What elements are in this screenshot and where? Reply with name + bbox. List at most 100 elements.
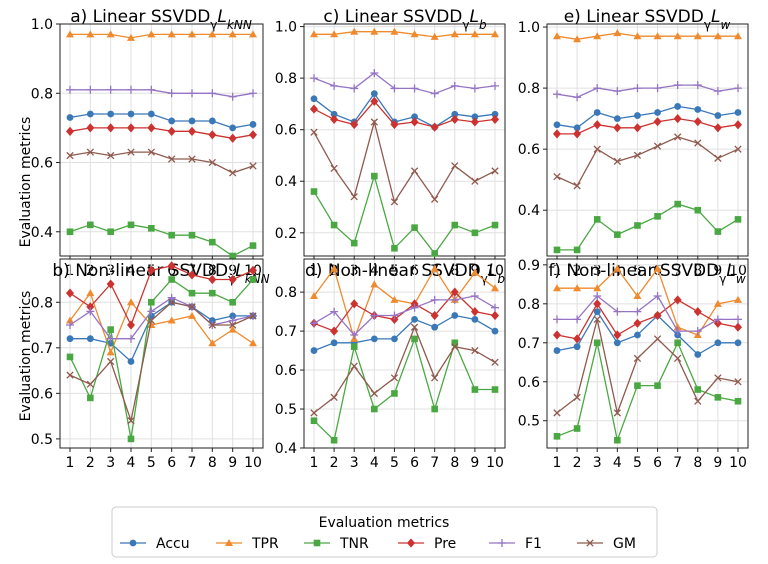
data-point-tnr xyxy=(573,246,581,254)
data-point-gm xyxy=(350,193,358,201)
legend: Evaluation metrics Accu TPR TNR Pre F1 GM xyxy=(111,506,658,558)
data-point-tnr xyxy=(674,339,681,347)
data-point-f1 xyxy=(491,81,499,90)
data-point-gm xyxy=(633,354,642,363)
data-point-f1 xyxy=(66,85,74,94)
data-point-tpr xyxy=(450,30,459,38)
data-point-pre xyxy=(106,123,115,133)
x-tick-label: 7 xyxy=(673,455,682,471)
data-point-tpr xyxy=(390,295,399,303)
data-point-tnr xyxy=(714,394,722,401)
data-point-f1 xyxy=(106,334,115,343)
chart-panels: 0.40.60.81.012345678910a) Linear SSVDDγL… xyxy=(31,7,749,471)
data-point-tnr xyxy=(310,188,318,195)
data-point-tpr xyxy=(573,35,582,43)
data-point-tpr xyxy=(228,325,237,333)
data-point-tnr xyxy=(87,394,94,402)
y-axis-label-bottom: Evaluation metrics xyxy=(18,291,34,422)
data-point-accu xyxy=(674,103,682,110)
data-point-accu xyxy=(310,347,318,354)
data-point-gm xyxy=(330,393,338,401)
data-point-pre xyxy=(350,299,359,309)
data-point-pre xyxy=(86,302,95,312)
series-line-tnr xyxy=(313,173,496,255)
data-point-accu xyxy=(431,323,439,331)
data-point-pre xyxy=(430,122,439,132)
y-tick-label: 0.9 xyxy=(518,258,540,274)
data-point-accu xyxy=(86,335,94,343)
data-point-gm xyxy=(310,409,318,417)
data-point-tnr xyxy=(127,435,135,443)
data-point-gm xyxy=(229,321,237,329)
data-point-tnr xyxy=(674,200,681,208)
data-point-pre xyxy=(249,130,257,140)
x-tick-label: 5 xyxy=(390,455,399,471)
data-point-f1 xyxy=(470,84,479,93)
data-point-tnr xyxy=(391,244,398,252)
data-point-pre xyxy=(66,288,74,298)
data-point-pre xyxy=(491,310,499,321)
data-point-accu xyxy=(573,124,581,132)
data-point-accu xyxy=(694,351,702,358)
data-point-tnr xyxy=(451,221,459,229)
data-point-tpr xyxy=(310,30,318,38)
data-point-tpr xyxy=(127,33,135,41)
series-line-gm xyxy=(556,319,739,416)
data-point-gm xyxy=(188,303,196,311)
series-line-tnr xyxy=(69,278,254,440)
plot-frame xyxy=(546,258,749,449)
data-point-tnr xyxy=(209,238,216,246)
data-point-tpr xyxy=(713,32,722,40)
data-point-tnr xyxy=(654,382,661,389)
data-point-tpr xyxy=(673,32,682,40)
data-point-pre xyxy=(734,322,742,332)
data-point-f1 xyxy=(370,311,379,320)
data-point-f1 xyxy=(127,334,135,343)
data-point-accu xyxy=(310,95,318,103)
data-point-tnr xyxy=(614,231,621,238)
series-line-pre xyxy=(556,299,739,340)
x-tick-label: 5 xyxy=(147,455,156,471)
data-point-tpr xyxy=(147,321,156,329)
series-line-f1 xyxy=(69,296,254,340)
data-point-tpr xyxy=(86,289,95,297)
data-point-tnr xyxy=(614,436,621,444)
data-point-gm xyxy=(410,323,419,331)
data-point-gm xyxy=(390,374,399,382)
data-point-pre xyxy=(167,261,176,271)
data-point-tpr xyxy=(66,316,74,324)
x-tick-label: 5 xyxy=(633,455,642,471)
y-tick-label: 0.6 xyxy=(275,123,297,139)
data-point-tnr xyxy=(553,246,561,254)
data-point-f1 xyxy=(653,292,662,301)
legend-marker-tpr xyxy=(225,539,233,546)
x-tick-label: 6 xyxy=(653,455,662,471)
legend-marker-gm xyxy=(586,539,594,547)
y-tick-label: 0.5 xyxy=(31,432,53,448)
data-point-f1 xyxy=(310,319,318,328)
data-point-tnr xyxy=(634,222,641,229)
data-point-accu xyxy=(634,331,641,339)
series-line-pre xyxy=(69,127,254,139)
data-point-f1 xyxy=(167,293,176,302)
data-point-tpr xyxy=(553,284,561,292)
x-tick-label: 4 xyxy=(370,455,379,471)
data-point-tpr xyxy=(127,298,135,306)
data-point-accu xyxy=(451,110,459,118)
data-point-gm xyxy=(471,177,479,185)
data-point-tpr xyxy=(491,284,499,292)
data-point-f1 xyxy=(450,295,459,304)
legend-label-f1: F1 xyxy=(525,536,542,552)
y-tick-label: 0.8 xyxy=(31,295,53,311)
x-tick-label: 1 xyxy=(66,455,75,471)
data-point-tnr xyxy=(330,436,338,444)
x-tick-label: 3 xyxy=(350,455,359,471)
data-point-f1 xyxy=(249,89,257,98)
data-point-tpr xyxy=(208,339,217,347)
data-point-tpr xyxy=(330,30,339,38)
data-point-tpr xyxy=(613,29,622,37)
data-point-gm xyxy=(350,362,358,370)
data-point-tpr xyxy=(147,30,156,38)
y-tick-label: 0.5 xyxy=(518,414,540,430)
